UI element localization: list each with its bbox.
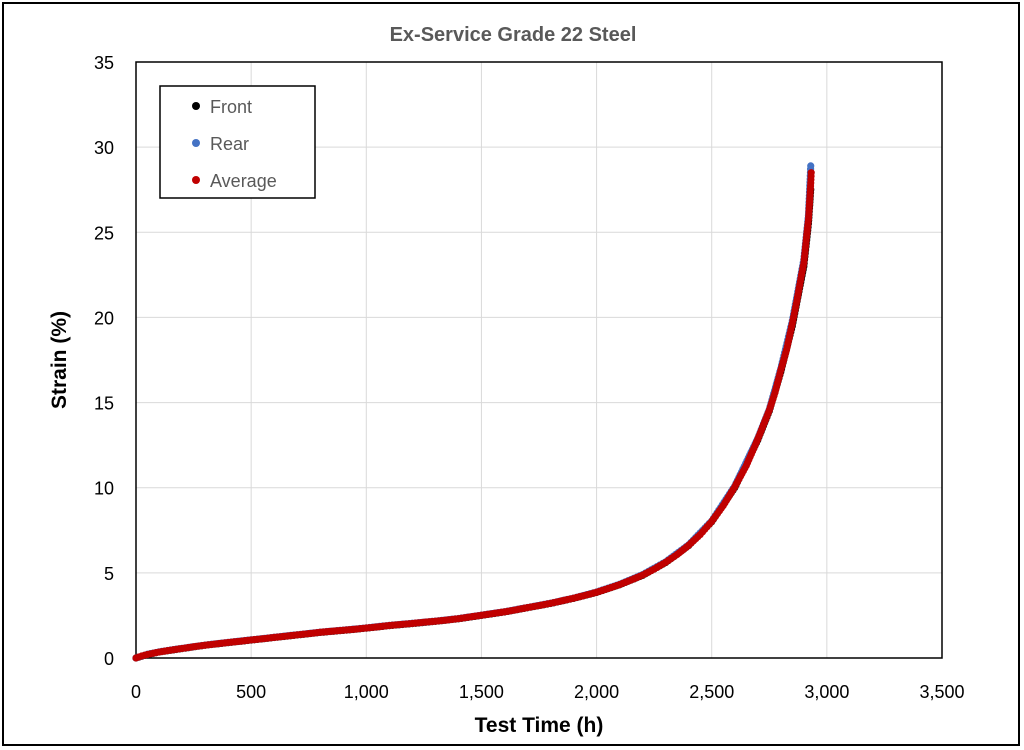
x-tick-label: 2,000 [574, 682, 619, 702]
legend-label: Average [210, 171, 277, 191]
legend-marker [192, 139, 200, 147]
legend-marker [192, 176, 200, 184]
y-axis-ticks: 0 5 10 15 20 25 30 35 [94, 53, 114, 669]
plot-area [135, 61, 943, 659]
y-tick-label: 0 [104, 649, 114, 669]
y-tick-label: 30 [94, 138, 114, 158]
series-average [132, 169, 815, 662]
y-tick-label: 15 [94, 394, 114, 414]
chart-title: Ex-Service Grade 22 Steel [390, 24, 637, 46]
legend-box [159, 85, 316, 199]
legend-label: Rear [210, 134, 249, 154]
legend: Front Rear Average [159, 85, 316, 199]
y-tick-label: 35 [94, 53, 114, 73]
x-tick-label: 2,500 [689, 682, 734, 702]
y-axis-title: Strain (%) [48, 311, 71, 409]
data-series [132, 162, 815, 662]
data-point [807, 162, 815, 170]
x-tick-label: 3,000 [804, 682, 849, 702]
x-tick-label: 1,500 [459, 682, 504, 702]
chart: Ex-Service Grade 22 Steel 0 500 1,000 1,500… [48, 24, 965, 737]
x-axis-ticks: 0 500 1,000 1,500 2,000 2,500 3,000 3,500 [131, 682, 965, 702]
y-tick-label: 20 [94, 308, 114, 328]
y-tick-label: 10 [94, 479, 114, 499]
y-tick-label: 25 [94, 223, 114, 243]
data-point [807, 169, 815, 177]
y-tick-label: 5 [104, 564, 114, 584]
x-tick-label: 500 [236, 682, 266, 702]
x-tick-label: 1,000 [344, 682, 389, 702]
x-tick-label: 0 [131, 682, 141, 702]
x-axis-title: Test Time (h) [475, 714, 604, 737]
x-tick-label: 3,500 [919, 682, 964, 702]
legend-label: Front [210, 97, 252, 117]
legend-marker [192, 102, 200, 110]
